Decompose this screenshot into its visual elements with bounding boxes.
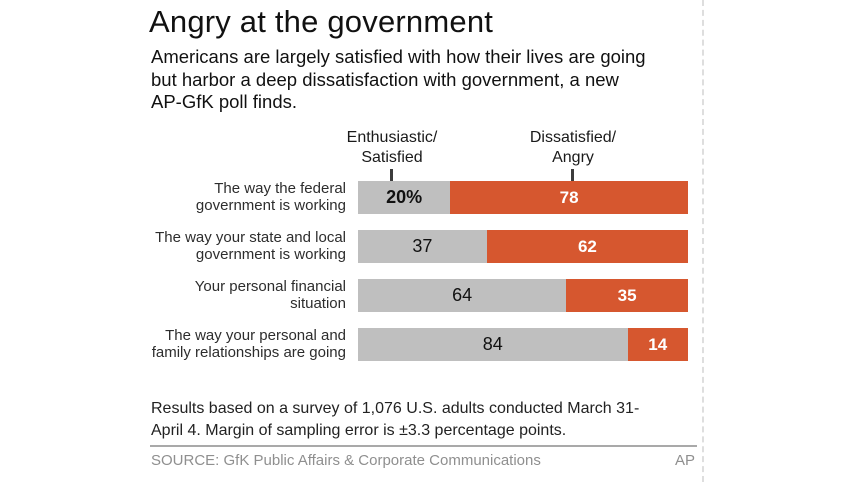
dashed-right-border [702,0,704,482]
category-label: The way your state and local government i… [155,229,346,263]
value-label-satisfied: 20% [386,187,423,207]
subtitle-line-2: but harbor a deep dissatisfaction with g… [151,68,619,90]
bar-segment-angry: 14 [627,328,688,361]
stacked-bar: 64 35 [358,279,688,312]
note-line-2: April 4. Margin of sampling error is ±3.… [151,421,567,439]
legend-satisfied: Enthusiastic/ Satisfied [347,128,438,167]
legend-satisfied-tick [390,169,393,184]
footer-divider [150,445,697,447]
bar-segment-satisfied: 37 [358,230,487,263]
page-title: Angry at the government [149,4,494,39]
chart-row: The way your state and local government i… [150,229,688,263]
legend-satisfied-line-1: Enthusiastic/ [346,129,438,146]
chart-row: The way the federal government is working… [150,180,688,214]
value-label-angry: 62 [577,236,597,256]
category-label: The way the federal government is working [195,180,346,214]
value-label-angry: 14 [648,334,668,354]
chart-row: Your personal financial situation 64 35 [150,278,688,312]
legend-angry-tick [571,169,574,184]
bar-segment-angry: 78 [450,181,688,214]
bar-chart: The way the federal government is working… [150,180,688,377]
value-label-satisfied: 37 [412,236,433,256]
subtitle-line-1: Americans are largely satisfied with how… [151,46,646,67]
stacked-bar: 84 14 [358,328,688,361]
bar-segment-satisfied: 64 [358,279,567,312]
legend-angry: Dissatisfied/ Angry [530,128,616,167]
chart-row: The way your personal and family relation… [150,327,688,361]
stacked-bar: 20% 78 [358,181,688,214]
subtitle-line-3: AP-GfK poll finds. [151,91,298,112]
category-label: Your personal financial situation [194,278,346,312]
legend-angry-line-2: Angry [552,148,594,166]
legend-satisfied-line-2: Satisfied [361,148,423,166]
methodology-note: Results based on a survey of 1,076 U.S. … [151,398,639,441]
bar-segment-satisfied: 84 [358,328,628,361]
bar-segment-angry: 62 [486,230,688,263]
note-line-1: Results based on a survey of 1,076 U.S. … [151,400,640,417]
bar-segment-angry: 35 [566,279,688,312]
value-label-angry: 78 [559,187,579,207]
source-bar: SOURCE: GfK Public Affairs & Corporate C… [151,452,695,469]
legend-angry-line-1: Dissatisfied/ [529,129,617,146]
source-text: SOURCE: GfK Public Affairs & Corporate C… [151,452,541,469]
value-label-satisfied: 64 [452,285,473,305]
value-label-angry: 35 [617,285,637,305]
value-label-satisfied: 84 [482,334,503,354]
bar-segment-satisfied: 20% [358,181,451,214]
category-label: The way your personal and family relation… [151,327,346,361]
ap-credit: AP [674,452,695,469]
subtitle: Americans are largely satisfied with how… [151,46,646,114]
stacked-bar: 37 62 [358,230,688,263]
